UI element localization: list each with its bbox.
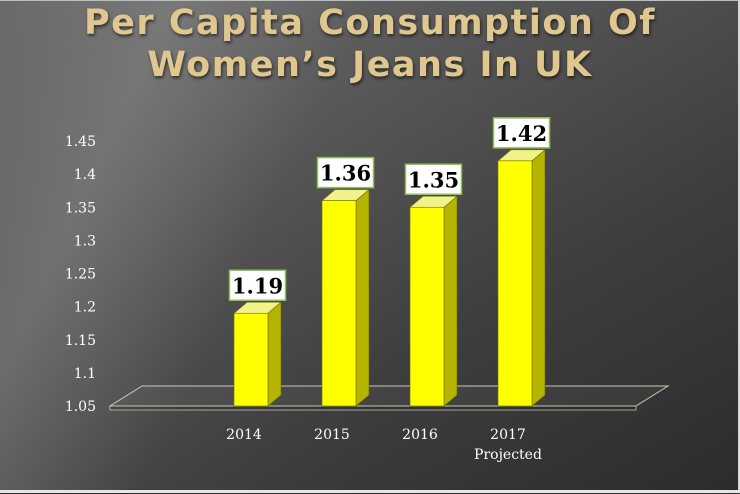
data-label: 1.19 <box>232 273 283 298</box>
bar <box>409 206 445 407</box>
data-label-box <box>492 117 551 149</box>
bar-side <box>531 149 546 407</box>
bar-side <box>267 301 282 407</box>
bar <box>497 160 533 407</box>
x-category-label: 2017 <box>490 427 526 443</box>
bar <box>321 200 357 407</box>
data-label-box <box>228 269 287 301</box>
y-tick-label: 1.4 <box>74 167 96 183</box>
bar-side <box>355 188 370 407</box>
data-label-box <box>404 163 463 195</box>
y-tick-label: 1.1 <box>74 366 96 382</box>
x-category-label: 2014 <box>226 427 262 443</box>
data-label: 1.36 <box>320 161 371 186</box>
chart-title-line-2: Women’s Jeans In UK <box>147 45 593 85</box>
y-tick-label: 1.45 <box>65 134 96 150</box>
x-category-label: 2016 <box>402 427 438 443</box>
data-label: 1.42 <box>496 121 547 146</box>
chart-title-line-1: Per Capita Consumption Of <box>83 3 656 43</box>
x-category-label: 2015 <box>314 427 350 443</box>
y-tick-label: 1.15 <box>65 333 96 349</box>
bar <box>233 312 269 407</box>
data-label-box <box>316 156 375 189</box>
data-label: 1.35 <box>408 167 459 192</box>
y-tick-label: 1.35 <box>65 200 96 216</box>
bar-side <box>443 195 458 407</box>
y-tick-label: 1.05 <box>65 399 96 415</box>
chart-floor-edge <box>109 405 637 411</box>
y-tick-label: 1.3 <box>74 233 96 249</box>
y-tick-label: 1.25 <box>65 267 96 283</box>
x-category-sublabel: Projected <box>474 447 542 463</box>
y-tick-label: 1.2 <box>74 300 96 316</box>
chart-floor <box>108 385 670 407</box>
